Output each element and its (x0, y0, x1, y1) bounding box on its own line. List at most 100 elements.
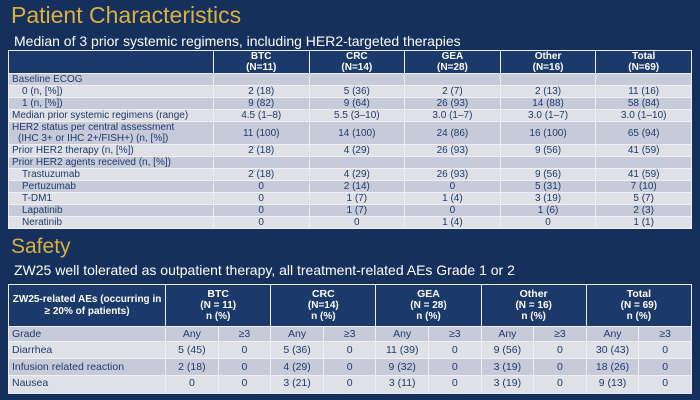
value-cell: 2 (14) (308, 180, 406, 193)
row-label: HER2 status per central assessment (12, 122, 175, 134)
safety-table-header-row: ZW25-related AEs (occurring in ≥ 20% of … (7, 284, 693, 327)
subheader-any: Any (585, 326, 640, 342)
value-cell: 24 (86) (404, 121, 501, 145)
group-n: (N = 16) (515, 300, 552, 311)
value-cell: 41 (59) (595, 144, 692, 157)
value-cell: 3 (11) (375, 375, 429, 393)
group-n: (N = 28) (410, 300, 447, 311)
value-cell: 14 (88) (499, 97, 597, 110)
value-cell: 1 (7) (308, 204, 406, 217)
value-cell: 9 (82) (212, 97, 310, 110)
row-label: Neratinib (22, 217, 63, 228)
group-label: GEA (417, 288, 440, 300)
value-cell: 0 (322, 341, 377, 359)
subheader-any: Any (270, 326, 324, 342)
subheader-ge3: ≥3 (638, 326, 692, 342)
value-cell: 3 (19) (499, 192, 597, 205)
row-label: Pertuzumab (22, 181, 76, 192)
subheader-any: Any (165, 326, 219, 342)
group-unit: n (%) (521, 311, 546, 322)
row-label-cell: Median prior systemic regimens (range) (8, 109, 214, 122)
table-row: T-DM1 0 1 (7) 1 (4) 3 (19) 5 (7) (8, 192, 692, 205)
value-cell (212, 73, 310, 86)
table-row: Lapatinib 0 1 (7) 0 1 (6) 2 (3) (8, 204, 692, 217)
value-cell: 5 (31) (499, 180, 597, 193)
safety-group-header-other: Other (N = 16) n (%) (480, 284, 587, 327)
row-label-cell: T-DM1 (8, 192, 214, 205)
group-unit: n (%) (311, 311, 336, 322)
value-cell: 0 (212, 180, 310, 193)
column-header-total: Total (N=69) (595, 50, 692, 74)
value-cell: 11 (16) (595, 85, 692, 98)
corner-cell-empty (8, 50, 214, 74)
table-row: Baseline ECOG (8, 73, 692, 86)
value-cell: 3.0 (1–7) (499, 109, 597, 122)
value-cell (595, 156, 692, 169)
value-cell: 0 (217, 341, 272, 359)
value-cell: 26 (93) (404, 168, 501, 181)
column-header-crc: CRC (N=14) (308, 50, 406, 74)
row-label-cell: Neratinib (8, 216, 214, 229)
value-cell: 1 (4) (404, 216, 501, 229)
value-cell: 0 (212, 204, 310, 217)
safety-group-header-crc: CRC (N=14) n (%) (270, 284, 377, 327)
column-header-other: Other (N=16) (499, 50, 597, 74)
row-label: Trastuzumab (22, 169, 80, 180)
table-row: Prior HER2 agents received (n, [%]) (8, 156, 692, 169)
grade-subheader-row: Grade Any ≥3 Any ≥3 Any ≥3 Any ≥3 Any ≥3 (7, 326, 692, 342)
value-cell: 0 (638, 358, 692, 376)
value-cell: 4 (29) (270, 358, 324, 376)
row-label: Baseline ECOG (12, 74, 83, 85)
value-cell: 0 (322, 375, 377, 393)
value-cell: 0 (533, 375, 587, 393)
column-header-label: GEA (441, 51, 464, 63)
value-cell: 4 (29) (308, 168, 406, 181)
value-cell (404, 73, 501, 86)
value-cell: 3 (19) (480, 375, 535, 393)
value-cell: 18 (26) (585, 358, 640, 376)
value-cell: 5 (36) (270, 341, 324, 359)
patient-characteristics-title: Patient Characteristics (11, 2, 242, 28)
patient-table-header-row: BTC (N=11) CRC (N=14) GEA (N=28) Other (N=16) To… (8, 50, 692, 74)
value-cell: 1 (7) (308, 192, 406, 205)
group-n: (N = 69) (620, 300, 658, 311)
row-label-cell: 0 (n, [%]) (8, 85, 214, 98)
value-cell: 4.5 (1–8) (212, 109, 310, 122)
row-label: T-DM1 (22, 193, 52, 204)
value-cell: 16 (100) (499, 121, 597, 145)
value-cell: 5 (36) (308, 85, 406, 98)
column-header-n: (N=11) (246, 62, 277, 73)
value-cell: 1 (4) (404, 192, 501, 205)
value-cell: 0 (212, 192, 310, 205)
value-cell: 2 (18) (212, 144, 310, 157)
table-row: Pertuzumab 0 2 (14) 0 5 (31) 7 (10) (8, 180, 692, 193)
value-cell: 2 (7) (404, 85, 501, 98)
value-cell: 0 (212, 216, 310, 229)
row-label-cell: Prior HER2 agents received (n, [%]) (8, 156, 214, 169)
value-cell: 0 (322, 358, 377, 376)
group-label: Total (626, 288, 652, 300)
value-cell: 0 (217, 358, 272, 376)
safety-group-header-gea: GEA (N = 28) n (%) (375, 284, 482, 327)
value-cell: 0 (428, 341, 482, 359)
value-cell: 3 (21) (270, 375, 324, 393)
table-row: Trastuzumab 2 (18) 4 (29) 26 (93) 9 (56) 41 (… (8, 168, 692, 181)
value-cell: 9 (56) (499, 144, 597, 157)
grade-label-cell: Grade (7, 326, 167, 342)
row-label-cell: Trastuzumab (8, 168, 214, 181)
value-cell: 26 (93) (404, 97, 501, 110)
value-cell: 9 (13) (585, 375, 640, 393)
table-row: Neratinib 0 0 1 (4) 0 1 (1) (8, 216, 692, 229)
value-cell: 0 (217, 375, 272, 393)
column-header-n: (N=14) (341, 62, 373, 73)
ae-label-cell: Infusion related reaction (7, 358, 167, 376)
row-label-cell: 1 (n, [%]) (8, 97, 214, 110)
value-cell: 30 (43) (585, 341, 640, 359)
value-cell (499, 73, 597, 86)
column-header-label: Other (534, 51, 562, 63)
value-cell: 5 (7) (595, 192, 692, 205)
safety-subtitle: ZW25 well tolerated as outpatient therap… (14, 262, 515, 278)
ae-label-cell: Diarrhea (7, 341, 167, 359)
patient-characteristics-table: BTC (N=11) CRC (N=14) GEA (N=28) Other (N=16) To… (8, 50, 692, 229)
value-cell: 0 (499, 216, 597, 229)
